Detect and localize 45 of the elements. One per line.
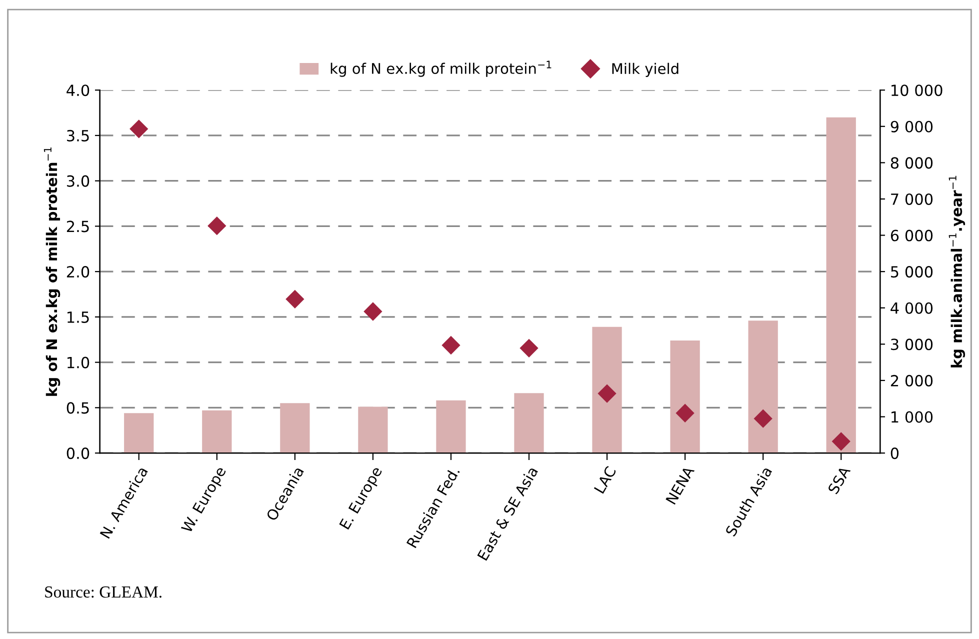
bar (748, 320, 778, 454)
y-tick-label: 1.0 (68, 356, 90, 368)
y-tick-label: 2.0 (66, 266, 90, 278)
point (520, 338, 538, 358)
bar (124, 413, 154, 454)
y-tick-label: 0.5 (66, 402, 89, 414)
bar (514, 393, 544, 454)
y2-axis-title: kg milk.animal$^{−1}$.year$^{−1}$ (948, 176, 966, 368)
y-tick-label: 2.5 (66, 220, 89, 232)
y-tick-label: 3.0 (67, 175, 90, 187)
y-tick-label: 3.5 (67, 130, 89, 142)
y2-tick-label: 5 000 (891, 266, 933, 278)
y2-tick-label: 2 000 (890, 374, 933, 386)
y-tick-label: 0.0 (66, 448, 90, 460)
source-note: Source: GLEAM. (45, 586, 162, 598)
y2-tick-label: 0 (890, 448, 899, 460)
y2-tick-label: 10 000 (892, 84, 942, 96)
y-axis-title: kg of N ex.kg of milk protein$^{−1}$ (44, 148, 60, 396)
point (754, 409, 772, 428)
y2-tick-label: 8 000 (890, 157, 933, 169)
bar (202, 410, 232, 454)
y2-tick-label: 4 000 (890, 302, 933, 314)
y2-tick-label: 1 000 (892, 411, 933, 423)
point (130, 120, 148, 138)
point (598, 384, 616, 403)
bar (670, 340, 700, 454)
legend-label: kg of N ex.kg of milk protein$^{−1}$ (330, 60, 552, 77)
bar (436, 400, 466, 454)
y2-tick-label: 7 000 (891, 193, 933, 206)
bar (280, 403, 310, 454)
point (676, 404, 694, 422)
point (208, 216, 226, 236)
bar (592, 326, 622, 454)
point (832, 432, 850, 451)
point (442, 336, 460, 355)
y2-tick-label: 6 000 (890, 230, 933, 242)
legend-label: Milk yield (612, 62, 678, 77)
point (286, 290, 304, 308)
bar (358, 406, 388, 454)
bar (826, 117, 856, 454)
y2-tick-label: 3 000 (891, 338, 933, 350)
y-tick-label: 4.0 (66, 84, 90, 96)
point (364, 302, 382, 321)
y2-tick-label: 9 000 (890, 120, 933, 132)
y-tick-label: 1.5 (68, 312, 89, 323)
